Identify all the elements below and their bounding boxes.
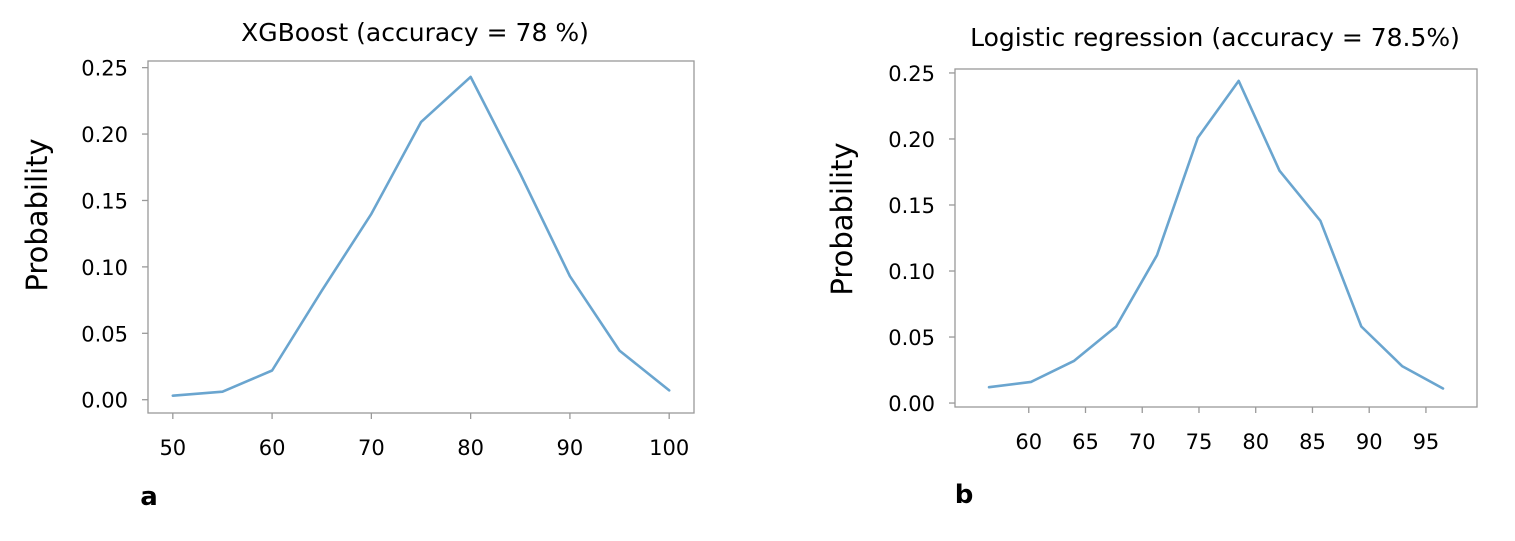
chart-b-y-tick-label: 0.05 xyxy=(888,326,935,350)
chart-a-series-line xyxy=(171,75,671,398)
chart-a-y-tick-label: 0.10 xyxy=(81,256,128,280)
chart-a-y-tick-label: 0.15 xyxy=(81,189,128,213)
chart-b-y-tick-label: 0.25 xyxy=(888,62,935,86)
chart-a-series xyxy=(171,75,671,398)
chart-a-x-tick-label: 60 xyxy=(259,436,286,460)
chart-b-x-axis: 60 65 70 75 80 85 90 95 xyxy=(1015,407,1439,454)
chart-b-y-tick-label: 0.15 xyxy=(888,194,935,218)
chart-a: XGBoost (accuracy = 78 %) Probability 50… xyxy=(20,18,695,512)
chart-b-series-line xyxy=(987,79,1445,390)
chart-b-series xyxy=(987,79,1445,390)
chart-b-x-tick-label: 70 xyxy=(1129,430,1156,454)
chart-b-x-tick-label: 85 xyxy=(1299,430,1326,454)
chart-a-y-axis-title: Probability xyxy=(20,138,54,291)
chart-b-plot-frame xyxy=(954,68,1478,408)
chart-a-x-axis: 50 60 70 80 90 100 xyxy=(159,413,689,460)
chart-a-x-tick-label: 70 xyxy=(358,436,385,460)
chart-a-y-tick-label: 0.05 xyxy=(81,322,128,346)
chart-a-y-tick-label: 0.00 xyxy=(81,389,128,413)
chart-b-y-tick-label: 0.10 xyxy=(888,260,935,284)
chart-b-panel-label: b xyxy=(955,480,974,510)
chart-b-x-tick-label: 65 xyxy=(1072,430,1099,454)
chart-a-x-tick-label: 80 xyxy=(457,436,484,460)
chart-b-title: Logistic regression (accuracy = 78.5%) xyxy=(970,23,1460,52)
chart-b-x-tick-label: 95 xyxy=(1413,430,1440,454)
chart-b-y-tick-label: 0.20 xyxy=(888,128,935,152)
chart-a-y-axis: 0.00 0.05 0.10 0.15 0.20 0.25 xyxy=(81,57,148,413)
chart-a-x-tick-label: 100 xyxy=(649,436,689,460)
chart-b-x-tick-label: 80 xyxy=(1242,430,1269,454)
chart-a-plot-frame xyxy=(147,60,695,414)
chart-b-x-tick-label: 60 xyxy=(1015,430,1042,454)
chart-a-x-tick-label: 50 xyxy=(159,436,186,460)
chart-a-title: XGBoost (accuracy = 78 %) xyxy=(241,18,589,47)
chart-b-x-tick-label: 75 xyxy=(1186,430,1213,454)
chart-a-y-tick-label: 0.25 xyxy=(81,57,128,81)
chart-b-y-axis: 0.00 0.05 0.10 0.15 0.20 0.25 xyxy=(888,62,955,416)
chart-b-x-tick-label: 90 xyxy=(1356,430,1383,454)
chart-a-x-tick-label: 90 xyxy=(557,436,584,460)
chart-a-panel-label: a xyxy=(140,482,158,512)
chart-b-y-axis-title: Probability xyxy=(825,142,859,295)
chart-b: Logistic regression (accuracy = 78.5%) P… xyxy=(825,23,1478,510)
chart-b-y-tick-label: 0.00 xyxy=(888,392,935,416)
chart-a-y-tick-label: 0.20 xyxy=(81,123,128,147)
